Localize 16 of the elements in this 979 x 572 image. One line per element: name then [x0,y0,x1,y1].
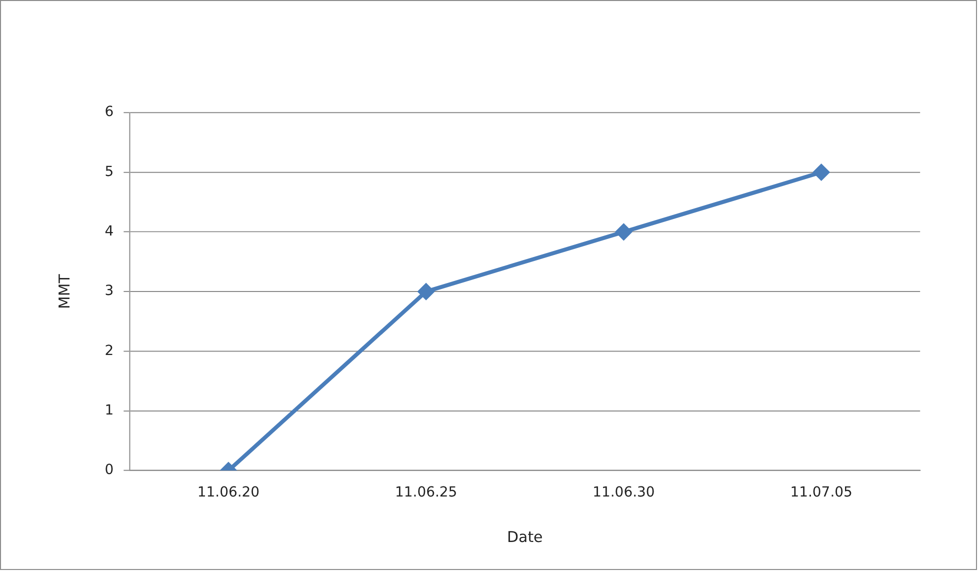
x-tick-label: 11.06.20 [197,484,260,500]
x-tick-label: 11.06.25 [394,484,458,500]
y-tick-label: 4 [104,224,114,240]
x-axis-title: Date [507,528,543,546]
point [616,224,632,240]
y-tick-label: 2 [104,342,114,359]
y-tick-label: 6 [104,104,114,120]
x-tick-label: 11.06.30 [592,484,655,500]
point [418,284,434,300]
y-tick-label: 0 [104,462,114,478]
y-axis-title: MMT [56,273,74,310]
point [813,164,830,180]
y-tick-label: 1 [104,402,114,419]
y-tick-label: 5 [104,164,114,180]
x-tick-label: 11.07.05 [790,484,852,500]
y-tick-label: 3 [104,283,114,300]
